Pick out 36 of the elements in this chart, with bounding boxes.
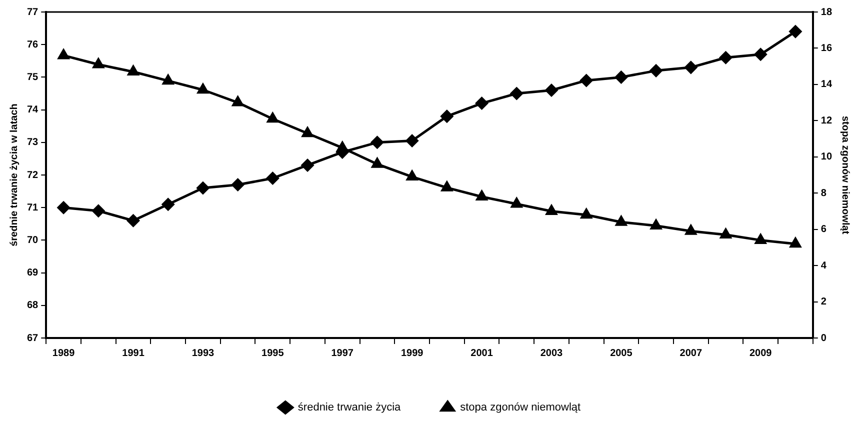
y-tick-label: 73: [27, 137, 39, 148]
legend-label: średnie trwanie życia: [298, 402, 402, 414]
x-tick-label: 1993: [192, 348, 215, 359]
y-tick-label: 74: [27, 104, 39, 116]
y-tick-label: 71: [27, 202, 39, 214]
x-tick-label: 1999: [400, 348, 424, 359]
y-axis-title: średnie trwanie życia w latach: [8, 104, 20, 246]
x-tick-label: 2001: [470, 348, 494, 359]
x-tick-label: 2007: [680, 348, 702, 359]
y2-tick-label: 0: [820, 332, 827, 344]
y2-tick-label: 12: [820, 115, 832, 126]
y2-tick-label: 10: [820, 152, 832, 163]
y2-tick-label: 2: [820, 296, 827, 308]
y-tick-label: 72: [27, 170, 39, 181]
y2-tick-label: 14: [820, 79, 832, 90]
x-tick-label: 2005: [610, 348, 633, 359]
y2-axis-title: stopa zgonów niemowląt: [839, 116, 850, 235]
y-tick-label: 70: [27, 234, 39, 246]
x-tick-label: 1989: [52, 348, 76, 359]
y2-tick-label: 18: [820, 6, 832, 18]
y2-tick-label: 6: [820, 224, 827, 236]
x-tick-label: 2009: [749, 348, 772, 359]
x-tick-label: 1991: [122, 348, 145, 359]
y-tick-label: 75: [27, 72, 39, 83]
y2-tick-label: 16: [820, 42, 832, 54]
y-tick-label: 68: [27, 300, 39, 312]
y2-tick-label: 4: [820, 260, 827, 272]
x-tick-label: 1997: [331, 348, 354, 359]
y-tick-label: 76: [27, 39, 39, 50]
y-tick-label: 67: [27, 332, 39, 344]
legend-label: stopa zgonów niemowląt: [460, 402, 581, 414]
y-tick-label: 69: [27, 268, 39, 279]
x-tick-label: 1995: [262, 348, 284, 359]
y-tick-label: 77: [27, 6, 39, 18]
y2-tick-label: 8: [820, 188, 827, 199]
x-tick-label: 2003: [540, 348, 564, 359]
